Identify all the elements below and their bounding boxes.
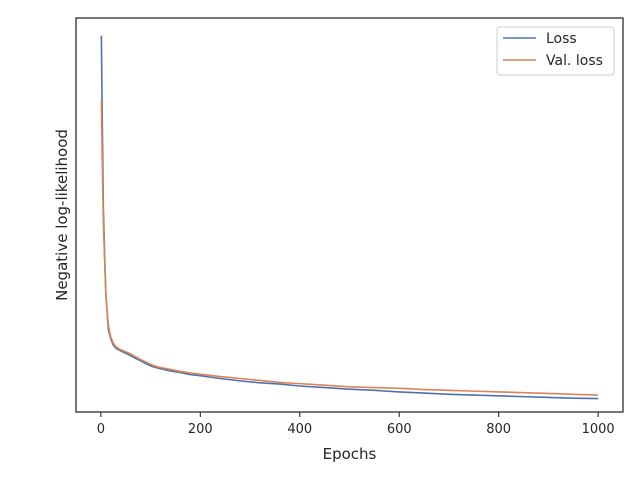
legend: Loss Val. loss — [496, 26, 615, 76]
x-tick-label: 400 — [287, 422, 312, 437]
series-line-val-loss — [100, 100, 599, 396]
x-tick-label: 200 — [188, 422, 213, 437]
plot-area — [75, 17, 624, 413]
x-tick-label: 1000 — [582, 422, 615, 437]
x-axis: 0 200 400 600 800 1000 — [97, 412, 615, 437]
x-axis-label: Epochs — [323, 445, 377, 463]
y-axis-label: Negative log-likelihood — [53, 129, 71, 301]
x-tick-label: 800 — [486, 422, 511, 437]
legend-label-val-loss: Val. loss — [546, 53, 603, 69]
legend-label-loss: Loss — [546, 31, 577, 47]
series-group — [100, 35, 599, 400]
x-tick-label: 0 — [97, 422, 105, 437]
plot-frame — [75, 17, 624, 413]
plot-background — [76, 18, 623, 412]
legend-box — [496, 26, 615, 76]
x-tick-label: 600 — [387, 422, 412, 437]
